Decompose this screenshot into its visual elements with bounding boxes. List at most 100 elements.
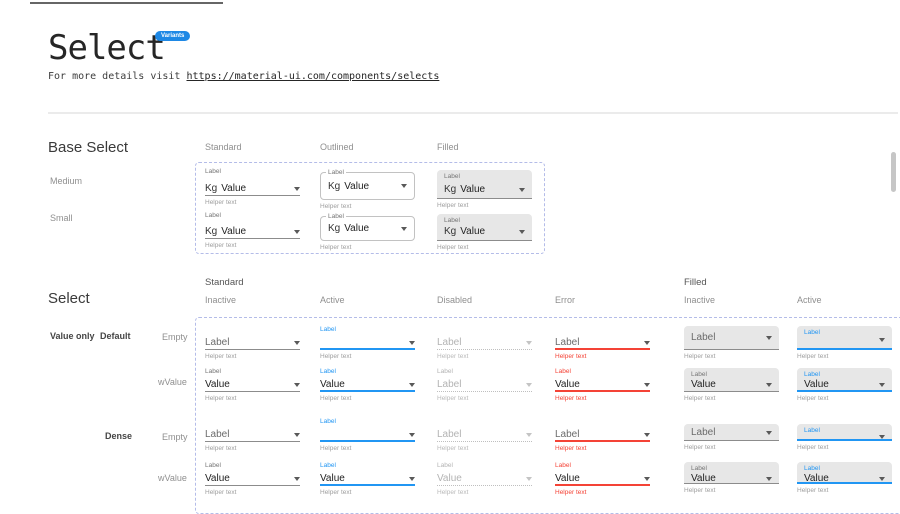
field-value: Label	[691, 332, 716, 343]
field-label	[205, 326, 300, 334]
helper-text: Helper text	[205, 353, 237, 360]
select-control[interactable]: Value	[205, 470, 300, 486]
field-value: Kg Value	[205, 226, 246, 237]
dropdown-arrow-icon	[766, 336, 772, 340]
group-standard: Standard	[205, 277, 244, 288]
row-empty: Empty	[162, 332, 188, 342]
filled-value-row: Label	[691, 332, 772, 343]
row-dense-wvalue: wValue	[158, 473, 187, 483]
field-label: Label	[437, 368, 453, 375]
select-control[interactable]: Label Value	[797, 368, 892, 392]
base-col-outlined: Outlined	[320, 142, 354, 152]
field-value: Label	[691, 426, 716, 438]
select-control[interactable]: Value	[437, 470, 532, 486]
select-control[interactable]: Label	[205, 334, 300, 350]
field-label: Label	[804, 427, 820, 434]
subtitle-text: For more details visit	[48, 71, 187, 82]
helper-text: Helper text	[437, 202, 469, 209]
base-select-outlined-small: Label Kg Value Helper text	[320, 213, 415, 251]
select-cell-standard-disabled-dense-wvalue: Label Value Helper text	[437, 462, 532, 496]
field-label	[555, 418, 650, 426]
select-control[interactable]: Label Kg Value	[320, 169, 415, 200]
field-value: Value	[320, 473, 345, 484]
dropdown-arrow-icon	[294, 383, 300, 387]
select-cell-standard-active-empty: Label Helper text	[320, 326, 415, 360]
field-label	[555, 326, 650, 334]
select-control[interactable]: Label Value	[684, 462, 779, 484]
select-control[interactable]: Label	[684, 326, 779, 350]
select-heading: Select	[48, 290, 90, 307]
select-control[interactable]	[320, 334, 415, 350]
select-control[interactable]: Label	[555, 334, 650, 350]
select-cell-standard-disabled-empty: Label Helper text	[437, 326, 532, 360]
dropdown-arrow-icon	[766, 383, 772, 387]
adornment-text: Kg	[444, 226, 457, 237]
select-control[interactable]: Value	[320, 470, 415, 486]
field-label	[205, 418, 300, 426]
select-control[interactable]: Label	[797, 326, 892, 350]
field-value: Label	[555, 337, 580, 348]
select-control[interactable]: Label	[797, 424, 892, 441]
dropdown-arrow-icon	[294, 477, 300, 481]
select-control[interactable]: Kg Value	[205, 176, 300, 196]
field-label: Label	[326, 213, 346, 220]
select-control[interactable]: Label Value	[797, 462, 892, 484]
helper-text: Helper text	[684, 487, 716, 494]
select-control[interactable]: Label	[555, 426, 650, 442]
select-control[interactable]: Label	[437, 334, 532, 350]
base-row-small: Small	[50, 213, 73, 223]
helper-text: Helper text	[797, 353, 829, 360]
helper-text: Helper text	[555, 489, 587, 496]
field-label: Label	[444, 173, 460, 180]
base-select-outlined-medium: Label Kg Value Helper text	[320, 169, 415, 210]
field-label: Label	[444, 217, 460, 224]
helper-text: Helper text	[205, 199, 237, 206]
select-cell-filled-inactive-empty: Label Helper text	[684, 326, 779, 360]
select-control[interactable]: Label Kg Value	[320, 213, 415, 241]
select-control[interactable]: Value	[555, 470, 650, 486]
field-label: Label	[205, 368, 221, 375]
select-control[interactable]: Value	[320, 376, 415, 392]
adornment-text: Kg	[444, 184, 457, 195]
field-value: Value	[691, 473, 716, 484]
subtitle: For more details visit https://material-…	[48, 71, 439, 82]
select-control[interactable]: Value	[555, 376, 650, 392]
select-control[interactable]: Label Kg Value	[437, 170, 532, 199]
select-frame	[195, 317, 900, 514]
select-cell-standard-error-dense-empty: Label Helper text	[555, 418, 650, 452]
select-control[interactable]: Label	[437, 376, 532, 392]
filled-value-row: Value	[804, 473, 885, 484]
value-text: Value	[344, 223, 370, 234]
select-control[interactable]: Label	[684, 424, 779, 441]
dropdown-arrow-icon	[401, 226, 407, 231]
select-cell-standard-inactive-empty: Label Helper text	[205, 326, 300, 360]
helper-text: Helper text	[684, 444, 716, 451]
field-value: Label	[437, 379, 462, 390]
state-disabled: Disabled	[437, 295, 473, 305]
helper-text: Helper text	[320, 445, 352, 452]
helper-text: Helper text	[684, 353, 716, 360]
select-control[interactable]	[320, 426, 415, 442]
helper-text: Helper text	[320, 353, 352, 360]
select-control[interactable]: Value	[205, 376, 300, 392]
select-control[interactable]: Label	[437, 426, 532, 442]
dropdown-arrow-icon	[879, 435, 885, 439]
select-control[interactable]: Label Value	[684, 368, 779, 392]
select-control[interactable]: Label Kg Value	[437, 214, 532, 241]
field-value: Value	[804, 379, 829, 390]
field-value: Value	[437, 473, 462, 484]
value-text: Value	[344, 180, 370, 192]
select-cell-filled-inactive-wvalue: Label Value Helper text	[684, 368, 779, 402]
field-label: Label	[804, 465, 820, 472]
row-group-dense: Dense	[105, 431, 133, 441]
helper-text: Helper text	[555, 395, 587, 402]
state-active-filled: Active	[797, 295, 822, 305]
select-control[interactable]: Kg Value	[205, 220, 300, 239]
scrollbar-thumb[interactable]	[891, 152, 896, 192]
value-text: Value	[221, 226, 247, 237]
helper-text: Helper text	[555, 445, 587, 452]
material-ui-link[interactable]: https://material-ui.com/components/selec…	[186, 71, 440, 82]
dropdown-arrow-icon	[879, 338, 885, 342]
select-control[interactable]: Label	[205, 426, 300, 442]
top-divider	[30, 2, 223, 4]
